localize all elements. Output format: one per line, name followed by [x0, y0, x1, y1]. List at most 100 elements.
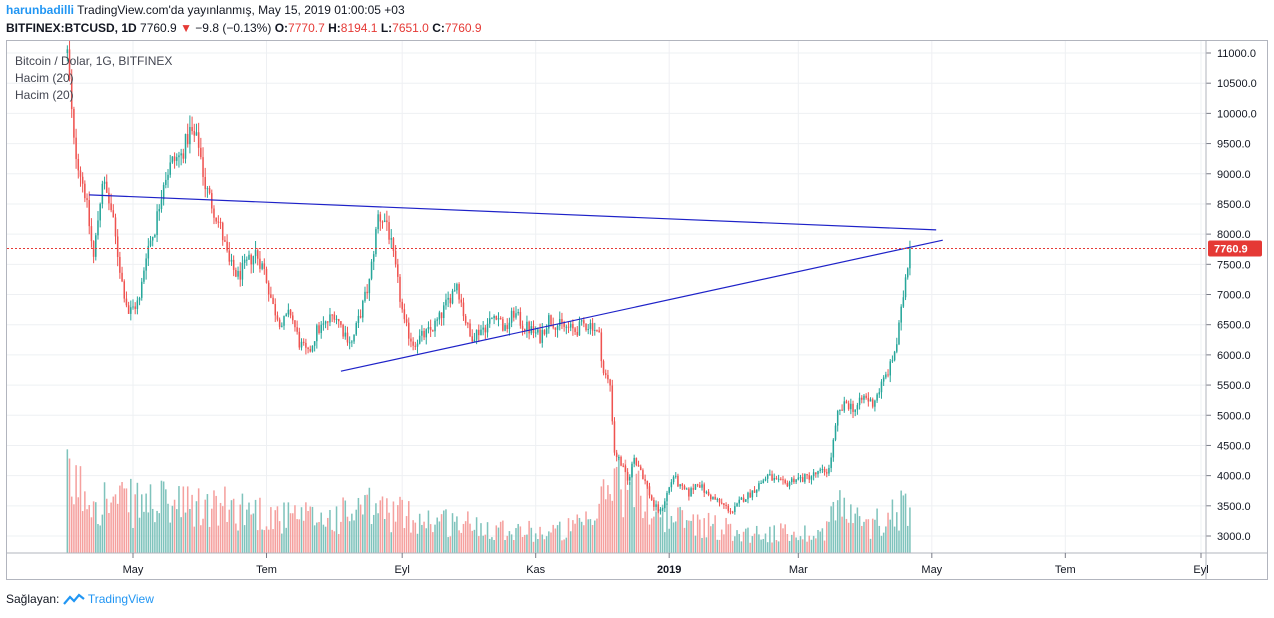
- volume-bar: [235, 523, 237, 553]
- candle-body: [784, 480, 786, 484]
- legend-main[interactable]: Bitcoin / Dolar, 1G, BITFINEX: [15, 54, 173, 68]
- volume-bar: [162, 481, 165, 553]
- volume-bar: [123, 488, 126, 553]
- volume-bar: [683, 527, 686, 553]
- candle-body: [618, 456, 620, 458]
- volume-bar: [355, 509, 357, 553]
- candle-body: [777, 478, 780, 480]
- volume-bar: [140, 494, 143, 553]
- volume-bar: [202, 518, 204, 553]
- candle-body: [790, 478, 793, 483]
- candle-body: [556, 325, 559, 330]
- author-name[interactable]: harunbadilli: [6, 3, 75, 17]
- volume-bar: [629, 481, 631, 553]
- candle-body: [224, 240, 226, 242]
- candle-body: [629, 476, 631, 481]
- volume-bar: [213, 490, 215, 553]
- candle-body: [780, 478, 782, 480]
- candle-body: [858, 397, 861, 406]
- candle-body: [707, 491, 710, 495]
- volume-bar: [276, 506, 279, 553]
- candle-body: [281, 325, 283, 327]
- candle-body: [388, 222, 390, 240]
- legend-volume-2[interactable]: Hacim (20): [15, 88, 74, 102]
- x-tick-label: 2019: [657, 564, 681, 576]
- volume-bar: [906, 525, 909, 553]
- candle-body: [626, 471, 629, 481]
- volume-bar: [537, 539, 539, 553]
- volume-bar: [99, 525, 101, 553]
- volume-bar: [659, 517, 662, 553]
- volume-bar: [68, 458, 71, 553]
- volume-bar: [259, 497, 261, 553]
- volume-bar: [169, 522, 171, 553]
- volume-bar: [342, 497, 344, 553]
- candle-body: [526, 321, 528, 331]
- volume-bar: [874, 519, 876, 553]
- candle-body: [517, 311, 519, 314]
- volume-bar: [429, 524, 432, 553]
- candle-body: [891, 360, 894, 362]
- candle-body: [432, 330, 434, 332]
- tradingview-link[interactable]: TradingView: [87, 592, 154, 606]
- volume-bar: [797, 540, 800, 553]
- candle-body: [480, 329, 482, 336]
- volume-bar: [510, 534, 513, 553]
- candle-body: [863, 395, 865, 400]
- volume-bar: [316, 522, 318, 553]
- candle-body: [819, 469, 821, 471]
- candle-body: [250, 254, 252, 265]
- volume-bar: [523, 534, 526, 553]
- candle-body: [403, 309, 406, 320]
- candle-body: [795, 479, 797, 483]
- candle-body: [572, 323, 574, 329]
- volume-bar: [530, 527, 533, 553]
- volume-bar: [348, 521, 351, 553]
- candle-body: [410, 338, 412, 342]
- volume-bar: [720, 529, 723, 553]
- volume-bar: [101, 514, 104, 553]
- candle-body: [799, 477, 802, 479]
- volume-bar: [381, 496, 384, 553]
- volume-bar: [565, 537, 568, 553]
- volume-bar: [788, 540, 791, 553]
- volume-bar: [88, 505, 90, 553]
- chart-frame[interactable]: [6, 40, 1268, 580]
- volume-bar: [519, 526, 522, 553]
- candle-body: [453, 290, 456, 292]
- volume-bar: [714, 515, 716, 553]
- candle-body: [204, 176, 206, 190]
- volume-bar: [77, 497, 80, 553]
- volume-bar: [307, 510, 309, 553]
- volume-bar: [836, 500, 839, 553]
- candle-body: [464, 316, 467, 324]
- candle-body: [416, 343, 419, 347]
- y-tick-label: 10500.0: [1217, 78, 1257, 90]
- open-label: O:: [274, 21, 289, 35]
- volume-bar: [502, 520, 504, 553]
- volume-bar: [432, 532, 434, 553]
- volume-bar: [449, 536, 452, 553]
- candle-body: [874, 400, 876, 407]
- candle-body: [359, 315, 362, 318]
- volume-bar: [394, 521, 397, 553]
- volume-bar: [397, 505, 399, 553]
- volume-bar: [545, 536, 548, 553]
- volume-bar: [758, 534, 760, 553]
- candle-body: [762, 480, 765, 483]
- candle-body: [287, 309, 290, 315]
- tradingview-logo-icon[interactable]: [62, 593, 85, 607]
- volume-bar: [832, 501, 835, 553]
- candle-body: [81, 176, 84, 184]
- y-tick-label: 11000.0: [1217, 48, 1256, 60]
- volume-bar: [718, 539, 721, 553]
- candle-body: [729, 511, 732, 513]
- last-price: 7760.9: [140, 21, 177, 35]
- candle-body: [692, 488, 695, 490]
- candle-body: [412, 341, 414, 346]
- candle-body: [670, 482, 673, 488]
- volume-bar: [777, 541, 780, 553]
- legend-volume-1[interactable]: Hacim (20): [15, 71, 74, 85]
- volume-bar: [147, 512, 150, 553]
